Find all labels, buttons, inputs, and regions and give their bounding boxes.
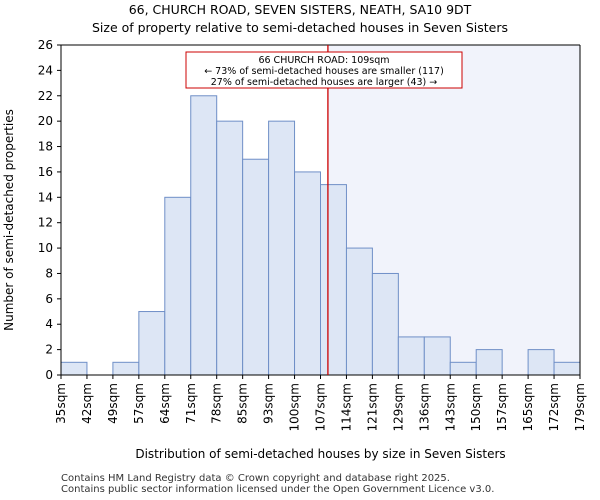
histogram-bar	[371, 272, 399, 376]
annotation-line-1: 66 CHURCH ROAD: 109sqm	[258, 55, 389, 66]
y-tick-label: 26	[38, 38, 53, 52]
annotation-box	[185, 51, 463, 89]
histogram-bar	[345, 247, 373, 376]
x-tick-label: 49sqm	[106, 383, 120, 424]
x-tick-label: 157sqm	[495, 383, 509, 431]
histogram-bar	[475, 349, 503, 376]
y-tick-label: 0	[45, 368, 53, 382]
histogram-bar	[449, 361, 477, 376]
x-tick-label: 85sqm	[236, 383, 250, 424]
histogram-bar	[164, 196, 192, 376]
x-tick-label: 42sqm	[80, 383, 94, 424]
y-tick-label: 8	[45, 266, 53, 280]
chart-subtitle: Size of property relative to semi-detach…	[91, 20, 509, 35]
y-tick-label: 14	[38, 190, 53, 204]
y-tick-label: 4	[45, 317, 53, 331]
y-tick-label: 6	[45, 292, 53, 306]
histogram-bar	[320, 184, 347, 376]
x-tick-label: 136sqm	[417, 383, 431, 431]
x-tick-label: 143sqm	[443, 383, 457, 431]
x-tick-label: 172sqm	[547, 383, 561, 431]
histogram-bar	[268, 120, 296, 376]
histogram-bar	[138, 311, 166, 376]
footer-copyright: Contains HM Land Registry data © Crown c…	[61, 473, 450, 484]
histogram-bar	[527, 349, 555, 376]
histogram-bar	[190, 95, 218, 376]
annotation-line-3: 27% of semi-detached houses are larger (…	[211, 77, 438, 88]
x-tick-label: 179sqm	[573, 383, 587, 431]
histogram-bar	[294, 171, 321, 376]
y-tick-label: 24	[38, 63, 53, 77]
y-tick-label: 12	[38, 216, 53, 230]
x-tick-label: 150sqm	[469, 383, 483, 431]
x-tick-label: 57sqm	[132, 383, 146, 424]
y-tick-label: 22	[38, 89, 53, 103]
histogram-bar	[553, 361, 581, 376]
y-tick-label: 16	[38, 165, 53, 179]
x-tick-label: 71sqm	[184, 383, 198, 424]
x-tick-label: 114sqm	[339, 383, 353, 431]
x-tick-label: 100sqm	[288, 383, 302, 431]
x-tick-label: 129sqm	[391, 383, 405, 431]
x-tick-label: 35sqm	[54, 383, 68, 424]
x-tick-label: 64sqm	[158, 383, 172, 424]
histogram-bar	[242, 158, 270, 376]
histogram-bar	[60, 361, 88, 376]
y-axis-label: Number of semi-detached properties	[2, 109, 16, 331]
x-tick-label: 78sqm	[210, 383, 224, 424]
histogram-bar	[216, 120, 244, 376]
y-tick-label: 18	[38, 140, 53, 154]
chart-title: 66, CHURCH ROAD, SEVEN SISTERS, NEATH, S…	[128, 2, 472, 17]
histogram-bar	[397, 336, 425, 376]
x-tick-label: 165sqm	[521, 383, 535, 431]
histogram-bar	[112, 361, 140, 376]
y-tick-label: 2	[45, 343, 53, 357]
histogram-bar	[423, 336, 451, 376]
annotation-line-2: ← 73% of semi-detached houses are smalle…	[204, 66, 444, 77]
x-tick-label: 107sqm	[314, 383, 328, 431]
x-axis-label: Distribution of semi-detached houses by …	[135, 447, 505, 461]
x-tick-label: 121sqm	[365, 383, 379, 431]
x-tick-label: 93sqm	[262, 383, 276, 424]
footer-licence: Contains public sector information licen…	[61, 484, 495, 495]
y-tick-label: 20	[38, 114, 53, 128]
y-tick-label: 10	[38, 241, 53, 255]
